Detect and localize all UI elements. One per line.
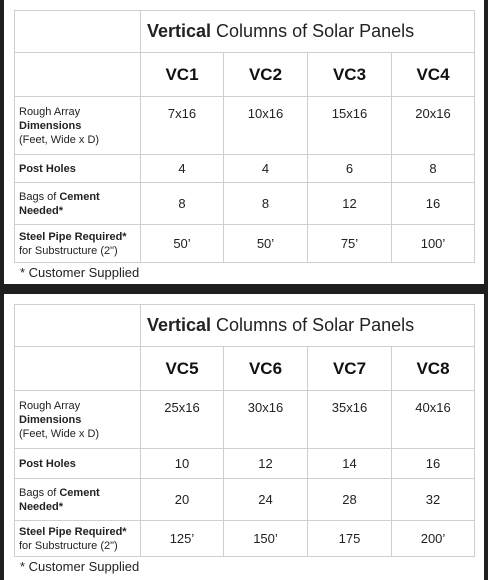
row-label-steel-pipe: Steel Pipe Required* for Substructure (2…: [14, 520, 141, 557]
footnote: * Customer Supplied: [20, 559, 140, 574]
column-header: VC8: [390, 346, 476, 391]
table-title: Vertical Columns of Solar Panels: [139, 10, 476, 53]
table-cell: 30x16: [223, 390, 308, 449]
solar-table-card-1: Vertical Columns of Solar Panels VC1 VC2…: [4, 0, 484, 284]
table-cell: 40x16: [390, 390, 476, 449]
table-cell: 7x16: [140, 96, 224, 155]
row-label-cement: Bags of Cement Needed*: [14, 478, 141, 521]
label-bold: Steel Pipe Required*: [19, 230, 127, 243]
row-label-steel-pipe: Steel Pipe Required* for Substructure (2…: [14, 224, 141, 263]
label-bold: Post Holes: [19, 457, 76, 470]
table-cell: 4: [140, 154, 224, 183]
header-blank-cell: [14, 346, 141, 391]
label-bold: Needed*: [19, 204, 64, 217]
label-text: Bags of: [19, 486, 60, 499]
table-cell: 28: [307, 478, 392, 521]
table-cell: 10: [140, 448, 224, 479]
table-cell: 20x16: [390, 96, 476, 155]
row-label-post-holes: Post Holes: [14, 154, 141, 183]
row-label-cement: Bags of Cement Needed*: [14, 182, 141, 225]
table-cell: 32: [390, 478, 476, 521]
table-cell: 100’: [390, 224, 476, 263]
row-label-dimensions: Rough Array Dimensions (Feet, Wide x D): [14, 96, 141, 155]
table-row-post-holes: Post Holes 4 4 6 8: [14, 154, 476, 183]
table-cell: 35x16: [307, 390, 392, 449]
title-rest: Columns of Solar Panels: [211, 21, 415, 41]
table-cell: 50’: [140, 224, 224, 263]
label-text: (Feet, Wide x D): [19, 133, 100, 146]
column-header: VC4: [390, 52, 476, 97]
label-text: Rough Array: [19, 399, 81, 412]
table-cell: 8: [223, 182, 308, 225]
table-cell: 12: [307, 182, 392, 225]
label-text: for Substructure (2"): [19, 539, 118, 552]
corner-cell: [14, 10, 141, 53]
table-row-dimensions: Rough Array Dimensions (Feet, Wide x D) …: [14, 96, 476, 155]
table-cell: 150’: [223, 520, 308, 557]
table-cell: 10x16: [223, 96, 308, 155]
label-text: for Substructure (2"): [19, 244, 118, 257]
solar-panel-table: Vertical Columns of Solar Panels VC5 VC6…: [14, 304, 476, 557]
table-row-cement: Bags of Cement Needed* 8 8 12 16: [14, 182, 476, 225]
table-cell: 14: [307, 448, 392, 479]
footnote: * Customer Supplied: [20, 265, 140, 280]
table-row-steel-pipe: Steel Pipe Required* for Substructure (2…: [14, 224, 476, 263]
column-header: VC2: [223, 52, 308, 97]
title-bold: Vertical: [147, 315, 212, 335]
label-bold: Needed*: [19, 500, 64, 513]
table-cell: 125’: [140, 520, 224, 557]
table-cell: 12: [223, 448, 308, 479]
table-cell: 50’: [223, 224, 308, 263]
table-cell: 75’: [307, 224, 392, 263]
column-header: VC6: [223, 346, 308, 391]
label-bold: Cement: [59, 190, 100, 203]
table-cell: 6: [307, 154, 392, 183]
title-bold: Vertical: [147, 21, 212, 41]
label-bold: Steel Pipe Required*: [19, 525, 127, 538]
column-header: VC7: [307, 346, 392, 391]
label-text: (Feet, Wide x D): [19, 427, 100, 440]
table-cell: 15x16: [307, 96, 392, 155]
table-cell: 16: [390, 182, 476, 225]
table-cell: 16: [390, 448, 476, 479]
table-cell: 20: [140, 478, 224, 521]
table-cell: 8: [140, 182, 224, 225]
row-label-post-holes: Post Holes: [14, 448, 141, 479]
label-bold: Cement: [59, 486, 100, 499]
column-header: VC3: [307, 52, 392, 97]
table-cell: 24: [223, 478, 308, 521]
table-cell: 4: [223, 154, 308, 183]
table-row-steel-pipe: Steel Pipe Required* for Substructure (2…: [14, 520, 476, 557]
table-title: Vertical Columns of Solar Panels: [139, 304, 476, 347]
title-rest: Columns of Solar Panels: [211, 315, 415, 335]
solar-panel-table: Vertical Columns of Solar Panels VC1 VC2…: [14, 10, 476, 263]
solar-table-card-2: Vertical Columns of Solar Panels VC5 VC6…: [4, 294, 484, 580]
header-blank-cell: [14, 52, 141, 97]
label-text: Bags of: [19, 190, 60, 203]
label-text: Rough Array: [19, 105, 81, 118]
label-bold: Dimensions: [19, 413, 82, 426]
column-header: VC1: [140, 52, 224, 97]
column-header: VC5: [140, 346, 224, 391]
table-cell: 8: [390, 154, 476, 183]
row-label-dimensions: Rough Array Dimensions (Feet, Wide x D): [14, 390, 141, 449]
table-cell: 25x16: [140, 390, 224, 449]
table-row-dimensions: Rough Array Dimensions (Feet, Wide x D) …: [14, 390, 476, 449]
label-bold: Post Holes: [19, 162, 76, 175]
table-cell: 200’: [390, 520, 476, 557]
table-cell: 175: [307, 520, 392, 557]
table-row-post-holes: Post Holes 10 12 14 16: [14, 448, 476, 479]
corner-cell: [14, 304, 141, 347]
label-bold: Dimensions: [19, 119, 82, 132]
table-row-cement: Bags of Cement Needed* 20 24 28 32: [14, 478, 476, 521]
